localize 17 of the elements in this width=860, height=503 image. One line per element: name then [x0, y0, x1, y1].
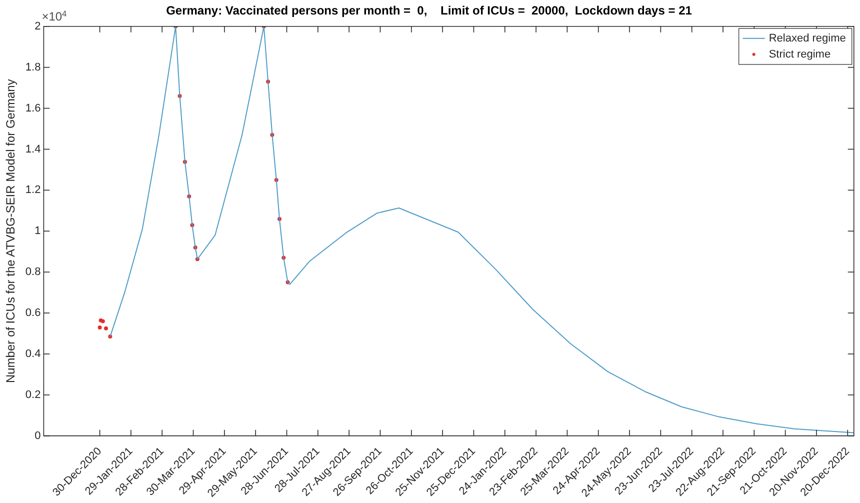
y-tick-label: 1.4 [25, 143, 41, 156]
y-tick-label: 0.6 [25, 307, 41, 320]
y-axis-title: Number of ICUs for the ATVBG-SEIR Model for Germany [4, 79, 18, 384]
point [104, 326, 108, 330]
y-tick-label: 1.2 [25, 184, 41, 196]
y-tick-label: 0.2 [25, 388, 41, 401]
y-tick-label: 0.4 [25, 348, 41, 360]
legend-label: Relaxed regime [768, 32, 846, 44]
y-tick-label: 0 [34, 430, 41, 442]
point [98, 326, 102, 330]
y-tick-label: 1.8 [25, 61, 41, 74]
chart-title: Germany: Vaccinated persons per month = 0, Limit of ICUs = 20000, Lockdown days = 21 [166, 4, 692, 18]
y-tick-label: 2 [34, 20, 41, 32]
y-tick-label: 1 [34, 225, 41, 238]
y-tick-label: 1.6 [25, 102, 41, 114]
legend-label: Strict regime [768, 48, 831, 60]
y-tick-label: 0.8 [25, 266, 41, 278]
